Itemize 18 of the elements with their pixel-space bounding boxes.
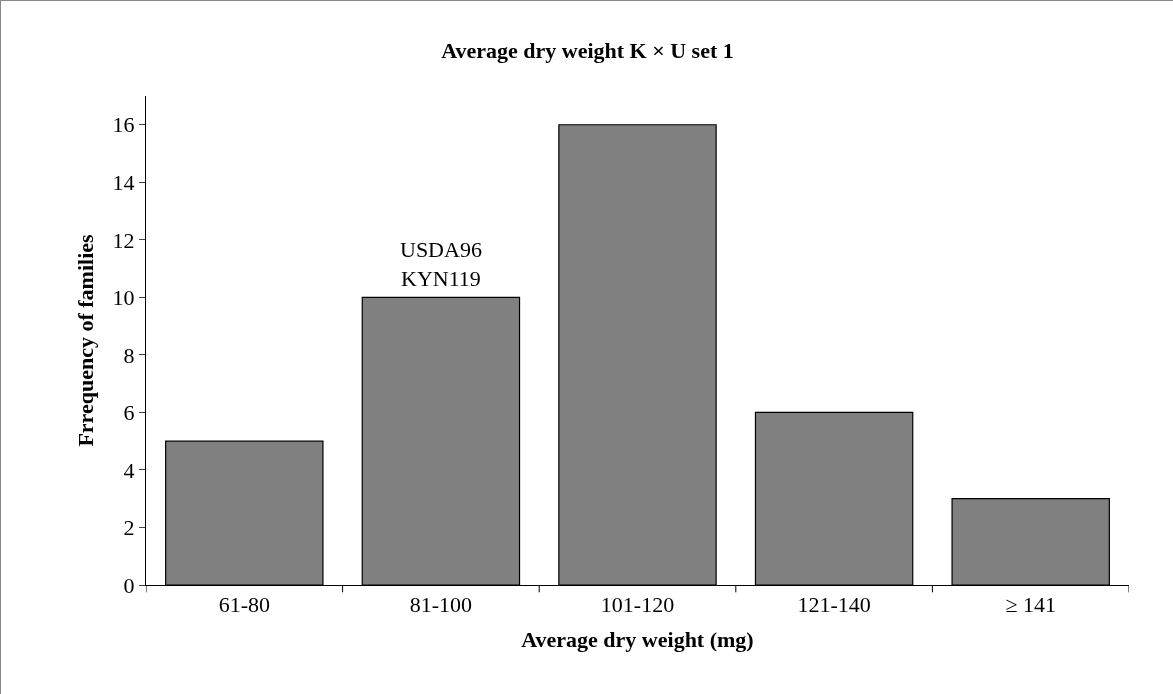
x-tick-label: 101-120	[600, 592, 675, 618]
y-tick-label: 14	[112, 169, 135, 195]
y-tick-label: 0	[123, 572, 135, 598]
x-axis-title: Average dry weight (mg)	[521, 627, 754, 653]
x-tick-label: 61-80	[218, 592, 270, 618]
y-tick-label: 8	[123, 342, 135, 368]
x-tick-label: 81-100	[409, 592, 473, 618]
y-tick-label: 16	[112, 112, 135, 138]
y-tick-label: 4	[123, 457, 135, 483]
y-tick-label: 2	[123, 515, 135, 541]
y-axis-title: Frrequency of families	[73, 233, 99, 447]
annotation: USDA96 KYN119	[400, 237, 482, 291]
y-tick-label: 12	[112, 227, 135, 253]
y-tick-label: 10	[112, 285, 135, 311]
y-tick-label: 6	[123, 400, 135, 426]
chart-title: Average dry weight K × U set 1	[441, 38, 734, 64]
x-tick-label: 121-140	[797, 592, 871, 618]
x-tick-label: ≥ 141	[1005, 592, 1056, 618]
